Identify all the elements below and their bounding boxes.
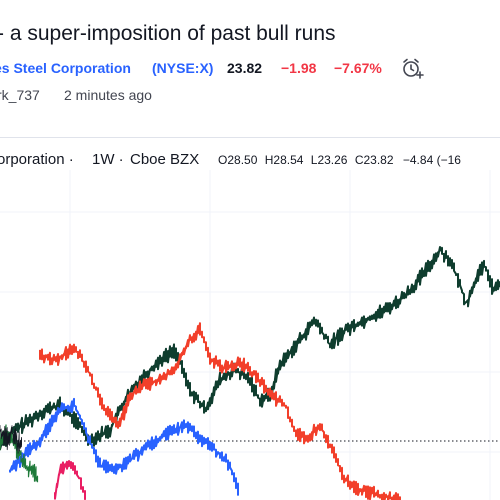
legend-change: −4.84 <box>402 153 434 167</box>
idea-title: - a super-imposition of past bull runs <box>0 22 500 46</box>
series-line-pink <box>54 460 86 500</box>
chart-grid <box>0 170 500 500</box>
series-line-red <box>39 322 401 500</box>
legend-symbol-name: orporation · <box>0 151 74 168</box>
last-price: 23.82 <box>227 60 263 76</box>
legend-change-percent: (−16 <box>436 153 461 167</box>
symbol-name-link[interactable]: es Steel Corporation <box>0 60 131 76</box>
series-line-dark-green <box>0 246 500 451</box>
chart-legend: orporation · 1W · Cboe BZX O28.50 H28.54… <box>0 150 500 170</box>
legend-ohlc: O28.50 H28.54 L23.26 C23.82 −4.84 (−16 <box>218 153 461 167</box>
price-change-percent: −7.67% <box>334 60 382 76</box>
alarm-clock-plus-icon[interactable] <box>401 58 425 79</box>
exchange-symbol-link[interactable]: (NYSE:X) <box>152 60 214 76</box>
author-username[interactable]: rk_737 <box>0 87 40 103</box>
series-line-dark <box>0 425 22 454</box>
legend-source: Cboe BZX <box>130 151 200 168</box>
legend-high: 28.54 <box>273 153 304 167</box>
header-divider <box>0 137 500 138</box>
legend-low: 23.26 <box>317 153 348 167</box>
symbol-row: es Steel Corporation (NYSE:X) 23.82 −1.9… <box>0 58 500 80</box>
series-line-blue <box>9 397 239 496</box>
idea-title-text: - a super-imposition of past bull runs <box>0 22 336 45</box>
legend-close: 23.82 <box>363 153 394 167</box>
publish-time: 2 minutes ago <box>64 87 152 103</box>
price-chart[interactable] <box>0 170 500 500</box>
price-change: −1.98 <box>281 60 317 76</box>
price-series-layer <box>0 246 500 500</box>
legend-open: 28.50 <box>227 153 258 167</box>
legend-timeframe: 1W · <box>92 151 124 168</box>
